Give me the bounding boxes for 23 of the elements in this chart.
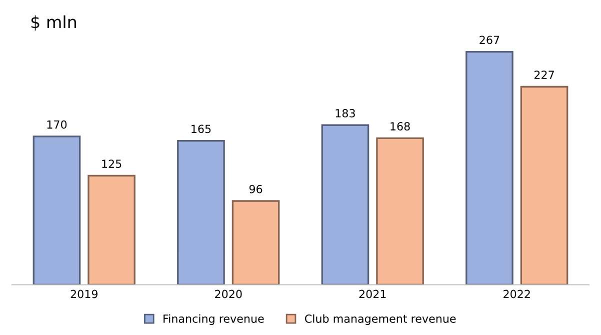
bar [232, 200, 280, 285]
bar [32, 136, 81, 285]
data-label: 125 [102, 160, 122, 168]
bar [376, 137, 424, 285]
data-label: 170 [47, 120, 67, 129]
data-label: 96 [249, 184, 262, 194]
data-label: 168 [390, 122, 410, 130]
bar [520, 86, 568, 285]
data-label: 183 [336, 109, 355, 118]
bar [88, 174, 136, 285]
x-tick-label: 2022 [504, 290, 530, 298]
bar [177, 140, 225, 285]
data-label: 165 [192, 124, 211, 134]
bar [466, 51, 514, 285]
bar [321, 124, 370, 285]
x-tick-label: 2020 [215, 290, 242, 298]
x-tick-label: 2021 [359, 290, 386, 298]
legend-label: Financing revenue [164, 314, 264, 325]
data-label: 267 [480, 36, 500, 44]
chart-title: $ mln [31, 15, 76, 30]
data-label: 227 [534, 70, 554, 79]
x-tick-label: 2019 [70, 290, 98, 298]
legend-label: Club management revenue [304, 314, 456, 325]
